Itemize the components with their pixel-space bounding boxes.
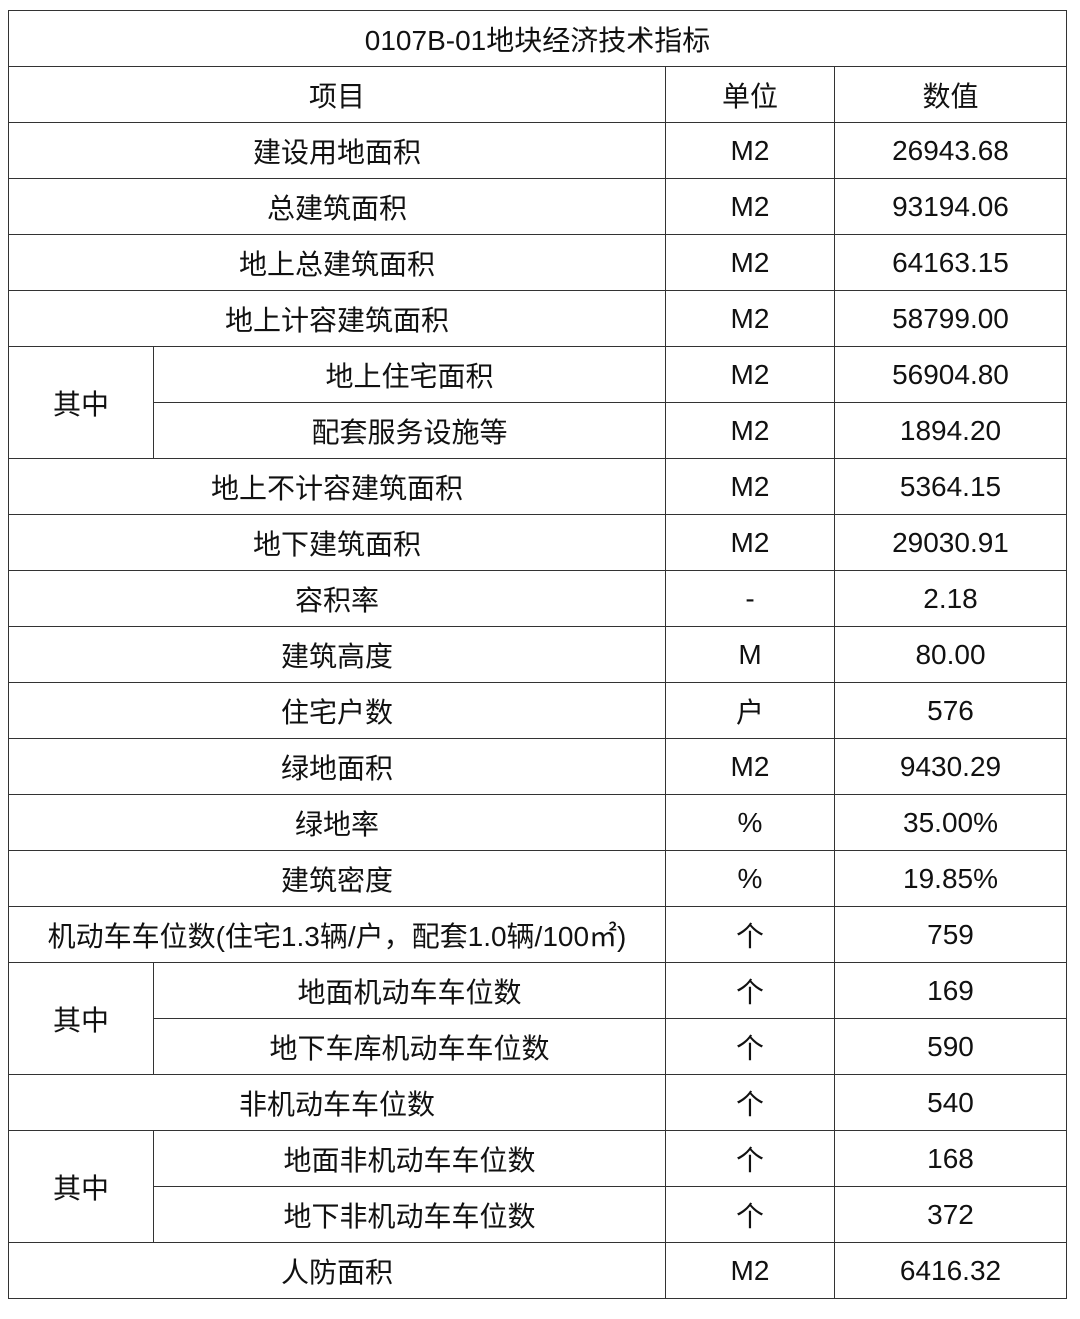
item-name: 地上总建筑面积: [8, 234, 666, 291]
unit-cell: 个: [665, 1130, 835, 1187]
table-row: 其中 地面机动车车位数个 169: [8, 962, 1067, 1075]
title-row: 0107B-01地块经济技术指标: [8, 10, 1067, 67]
value-cell: 56904.80: [834, 346, 1067, 403]
unit-cell: 户: [665, 682, 835, 739]
unit-cell: 个: [665, 1018, 835, 1075]
item-name: 地面非机动车车位数: [153, 1130, 666, 1187]
header-unit: 单位: [665, 66, 835, 123]
table-row: 人防面积 M2 6416.32: [8, 1242, 1067, 1299]
item-name: 地下非机动车车位数: [153, 1186, 666, 1243]
item-name: 非机动车车位数: [8, 1074, 666, 1131]
unit-cell: 个: [665, 962, 835, 1019]
item-name: 地上不计容建筑面积: [8, 458, 666, 515]
value-cell: 19.85%: [834, 850, 1067, 907]
table-row: 容积率 -2.18: [8, 570, 1067, 627]
item-name: 容积率: [8, 570, 666, 627]
table-row: 地上计容建筑面积 M2 58799.00: [8, 290, 1067, 347]
item-name: 绿地面积: [8, 738, 666, 795]
unit-cell: M2: [665, 346, 835, 403]
value-cell: 29030.91: [834, 514, 1067, 571]
unit-cell: M2: [665, 1242, 835, 1299]
table-row: 地上不计容建筑面积 M2 5364.15: [8, 458, 1067, 515]
table-row: 配套服务设施等 M2 1894.20: [9, 402, 1067, 459]
value-cell: 576: [834, 682, 1067, 739]
header-item: 项目: [8, 66, 666, 123]
group-label: 其中: [8, 962, 154, 1075]
value-cell: 540: [834, 1074, 1067, 1131]
value-cell: 168: [834, 1130, 1067, 1187]
value-cell: 759: [834, 906, 1067, 963]
group-label: 其中: [8, 1130, 154, 1243]
unit-cell: M2: [665, 178, 835, 235]
table-row: 建筑密度% 19.85%: [8, 850, 1067, 907]
item-name: 建设用地面积: [8, 122, 666, 179]
item-name: 绿地率: [8, 794, 666, 851]
item-name: 地面机动车车位数: [153, 962, 666, 1019]
table-row: 绿地面积 M2 9430.29: [8, 738, 1067, 795]
value-cell: 26943.68: [834, 122, 1067, 179]
group-label: 其中: [8, 346, 154, 459]
table-row: 建设用地面积 M2 26943.68: [8, 122, 1067, 179]
unit-cell: M2: [665, 514, 835, 571]
unit-cell: M2: [665, 234, 835, 291]
table-row: 建筑高度 M 80.00: [8, 626, 1067, 683]
unit-cell: 个: [665, 1074, 835, 1131]
item-name: 地下建筑面积: [8, 514, 666, 571]
value-cell: 80.00: [834, 626, 1067, 683]
table-row: 地下非机动车车位数个 372: [9, 1186, 1067, 1243]
value-cell: 6416.32: [834, 1242, 1067, 1299]
value-cell: 9430.29: [834, 738, 1067, 795]
table-row: 地下车库机动车车位数个 590: [9, 1018, 1067, 1075]
table-row: 非机动车车位数个 540: [8, 1074, 1067, 1131]
unit-cell: %: [665, 794, 835, 851]
value-cell: 58799.00: [834, 290, 1067, 347]
item-name: 人防面积: [8, 1242, 666, 1299]
unit-cell: 个: [665, 906, 835, 963]
unit-cell: 个: [665, 1186, 835, 1243]
header-row: 项目 单位 数值: [8, 66, 1067, 123]
table-row: 总建筑面积 M2 93194.06: [8, 178, 1067, 235]
table-row: 其中 地上住宅面积 M2 56904.80: [8, 346, 1067, 459]
value-cell: 64163.15: [834, 234, 1067, 291]
unit-cell: M2: [665, 458, 835, 515]
header-value: 数值: [834, 66, 1067, 123]
item-name: 配套服务设施等: [153, 402, 666, 459]
item-name: 住宅户数: [8, 682, 666, 739]
item-name: 建筑密度: [8, 850, 666, 907]
unit-cell: M2: [665, 402, 835, 459]
table-row: 其中 地面非机动车车位数个 168: [8, 1130, 1067, 1243]
value-cell: 2.18: [834, 570, 1067, 627]
value-cell: 372: [834, 1186, 1067, 1243]
economic-indicators-table: 0107B-01地块经济技术指标 项目 单位 数值 建设用地面积 M2 26943.…: [8, 10, 1067, 1299]
unit-cell: -: [665, 570, 835, 627]
item-name: 地上计容建筑面积: [8, 290, 666, 347]
unit-cell: M2: [665, 738, 835, 795]
value-cell: 5364.15: [834, 458, 1067, 515]
item-name: 地下车库机动车车位数: [153, 1018, 666, 1075]
table-row: 绿地率% 35.00%: [8, 794, 1067, 851]
item-name: 机动车车位数(住宅1.3辆/户，配套1.0辆/100㎡): [8, 906, 666, 963]
table-row: 住宅户数户 576: [8, 682, 1067, 739]
value-cell: 1894.20: [834, 402, 1067, 459]
value-cell: 169: [834, 962, 1067, 1019]
table-title: 0107B-01地块经济技术指标: [8, 10, 1067, 67]
item-name: 建筑高度: [8, 626, 666, 683]
value-cell: 35.00%: [834, 794, 1067, 851]
unit-cell: %: [665, 850, 835, 907]
value-cell: 93194.06: [834, 178, 1067, 235]
table-row: 地上总建筑面积 M2 64163.15: [8, 234, 1067, 291]
value-cell: 590: [834, 1018, 1067, 1075]
unit-cell: M2: [665, 122, 835, 179]
item-name: 总建筑面积: [8, 178, 666, 235]
table-row: 地下建筑面积 M2 29030.91: [8, 514, 1067, 571]
table-row: 机动车车位数(住宅1.3辆/户，配套1.0辆/100㎡) 个 759: [8, 906, 1067, 963]
item-name: 地上住宅面积: [153, 346, 666, 403]
unit-cell: M: [665, 626, 835, 683]
unit-cell: M2: [665, 290, 835, 347]
